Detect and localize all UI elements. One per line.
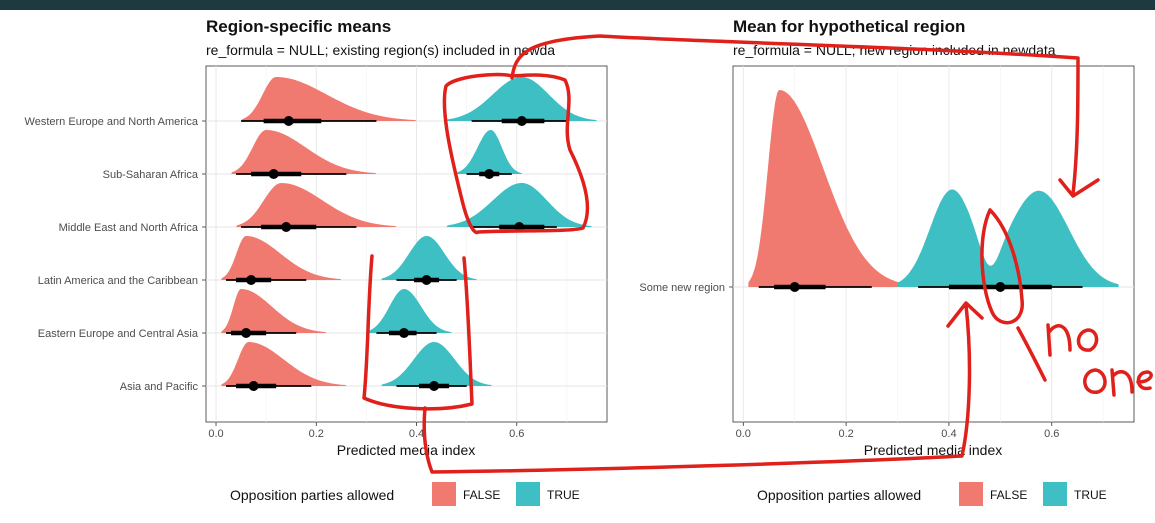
annotation-handwriting-one — [1083, 368, 1153, 397]
panel1-marks — [221, 77, 597, 391]
panel2-x-tick-label-3: 0.6 — [1044, 428, 1059, 440]
annotation-arrowhead-bottom — [946, 301, 984, 328]
panel1-subtitle: re_formula = NULL; existing region(s) in… — [206, 42, 555, 58]
panel1-false-3-median-point — [246, 275, 257, 285]
annotation-arrow-across — [510, 34, 1080, 196]
handwritten-annotations — [362, 34, 1153, 474]
panel1-x-ticks: 0.0 0.2 0.4 0.6 — [208, 422, 524, 440]
top-window-bar — [0, 0, 1155, 10]
panel1-density-false-0 — [241, 77, 417, 121]
panel1-false-5-median-point — [248, 381, 259, 391]
annotation-arrowhead-top — [1058, 178, 1100, 198]
panel1-y-tick-label-4: Eastern Europe and Central Asia — [38, 328, 199, 340]
annotation-oval-gap — [980, 208, 1024, 325]
panel1-x-tick-label-0: 0.0 — [208, 428, 223, 440]
panel1-false-2-median-point — [281, 222, 292, 232]
panel1-x-tick-label-2: 0.4 — [409, 428, 424, 440]
panel2-density-false — [748, 90, 934, 287]
panel1-true-4-median-point — [398, 328, 409, 338]
panel2-true-median-point — [995, 282, 1006, 292]
legend-left-title: Opposition parties allowed — [230, 487, 394, 503]
legend-right-true-label: TRUE — [1074, 488, 1107, 502]
panel1-true-1-median-point — [484, 169, 495, 179]
annotation-pointer — [1016, 326, 1047, 382]
panel1-x-tick-label-3: 0.6 — [509, 428, 524, 440]
panel1-density-false-2 — [236, 183, 397, 227]
panel1-density-false-5 — [221, 342, 347, 386]
legend-right-true-swatch — [1043, 482, 1067, 506]
annotation-box-true-existing — [442, 72, 590, 235]
panel1-true-3-median-point — [421, 275, 432, 285]
panel1-false-1-median-point — [268, 169, 279, 179]
legend-right-title: Opposition parties allowed — [757, 487, 921, 503]
panel2-false-median-point — [789, 282, 800, 292]
panel2-y-tick-label-0: Some new region — [639, 282, 725, 294]
panel1-x-tick-label-1: 0.2 — [309, 428, 324, 440]
panel1-density-true-5 — [381, 342, 492, 386]
panel1-density-true-2 — [446, 183, 592, 227]
panel1-y-tick-label-0: Western Europe and North America — [25, 116, 199, 128]
legend-left-true-label: TRUE — [547, 488, 580, 502]
legend-right-false-label: FALSE — [990, 488, 1027, 502]
panel-hypothetical: Mean for hypothetical region re_formula … — [639, 17, 1135, 458]
legend-left-true-swatch — [516, 482, 540, 506]
legend-left-false-label: FALSE — [463, 488, 500, 502]
annotation-box-true-latam — [362, 254, 474, 411]
legend-right-false-swatch — [959, 482, 983, 506]
panel1-y-tick-label-3: Latin America and the Caribbean — [38, 275, 198, 287]
panel1-false-4-median-point — [241, 328, 252, 338]
panel1-title: Region-specific means — [206, 17, 391, 36]
panel2-x-tick-label-2: 0.4 — [941, 428, 956, 440]
panel2-y-ticks: Some new region — [639, 282, 733, 294]
panel1-density-false-1 — [231, 130, 377, 174]
panel2-x-ticks: 0.0 0.2 0.4 0.6 — [736, 422, 1059, 440]
panel1-true-0-median-point — [516, 116, 527, 126]
panel2-x-tick-label-0: 0.0 — [736, 428, 751, 440]
panel-region-specific: Region-specific means re_formula = NULL;… — [25, 17, 608, 458]
panel2-title: Mean for hypothetical region — [733, 17, 965, 36]
panel2-x-axis-label: Predicted media index — [864, 442, 1003, 458]
panel1-density-false-4 — [221, 289, 327, 333]
panel1-density-true-4 — [366, 289, 452, 333]
panel1-y-ticks: Western Europe and North America Sub-Saha… — [25, 116, 206, 393]
panel1-density-false-3 — [221, 236, 342, 280]
panel1-density-true-0 — [446, 77, 597, 121]
panel1-true-5-median-point — [429, 381, 440, 391]
panel1-y-tick-label-5: Asia and Pacific — [120, 381, 199, 393]
panel1-y-tick-label-2: Middle East and North Africa — [59, 222, 199, 234]
legend-right: Opposition parties allowed FALSE TRUE — [757, 482, 1107, 506]
panel1-density-true-1 — [456, 130, 522, 174]
panel2-x-tick-label-1: 0.2 — [838, 428, 853, 440]
panel1-x-axis-label: Predicted media index — [337, 442, 476, 458]
legend-left: Opposition parties allowed FALSE TRUE — [230, 482, 580, 506]
annotation-line-bottom — [422, 303, 972, 474]
annotation-handwriting-no — [1046, 323, 1099, 357]
panel1-density-true-3 — [381, 236, 477, 280]
legend-left-false-swatch — [432, 482, 456, 506]
panel1-y-tick-label-1: Sub-Saharan Africa — [103, 169, 199, 181]
panel1-false-0-median-point — [283, 116, 294, 126]
